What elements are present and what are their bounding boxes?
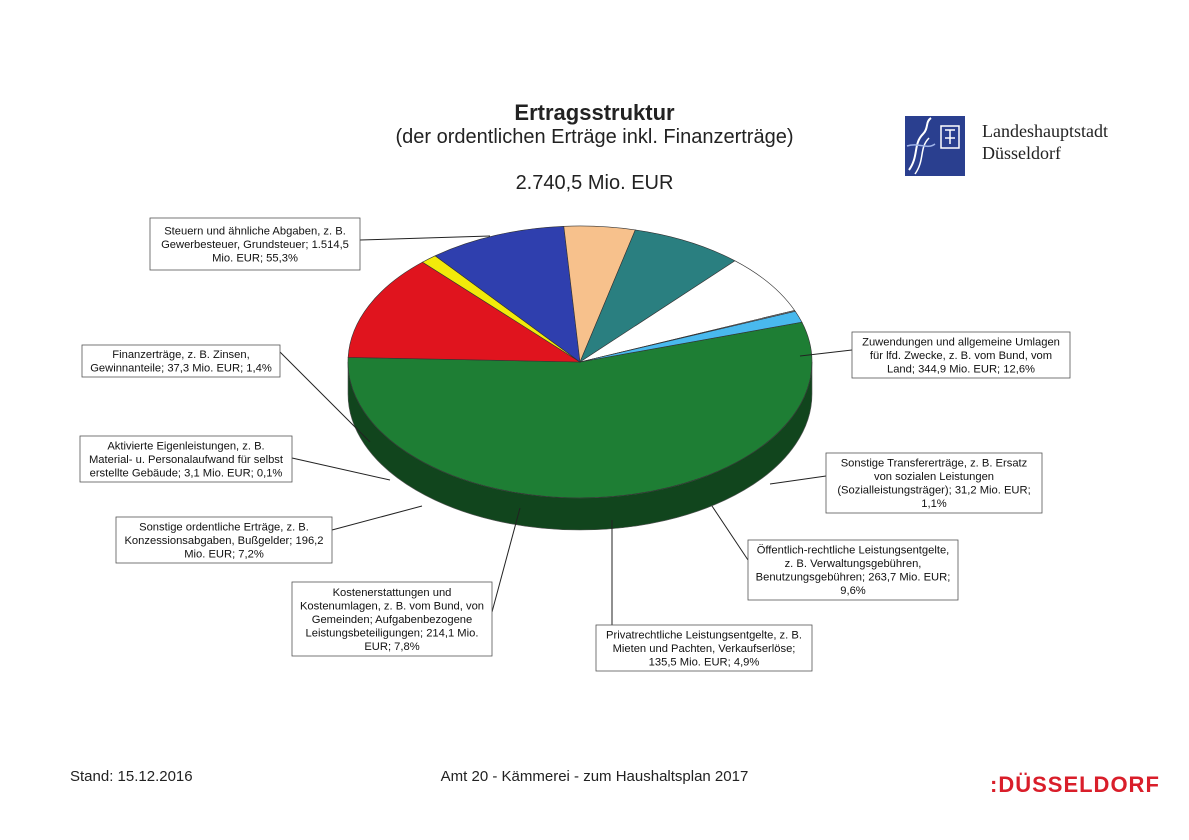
callout-box-6 bbox=[115, 516, 333, 564]
callout-box-8 bbox=[81, 344, 281, 378]
chart-subtitle: (der ordentlichen Erträge inkl. Finanzer… bbox=[395, 126, 794, 148]
callout-text-5-3: Leistungsbeteiligungen; 214,1 Mio. bbox=[306, 627, 479, 639]
chart-total: 2.740,5 Mio. EUR bbox=[515, 172, 674, 194]
leader-line-1 bbox=[799, 349, 853, 357]
pie-slice-6 bbox=[579, 260, 796, 363]
callout-box-4 bbox=[595, 624, 813, 672]
callout-text-0-2: Mio. EUR; 55,3% bbox=[212, 252, 298, 264]
pie-slice-8 bbox=[579, 310, 803, 363]
footer-stand: Stand: 15.12.2016 bbox=[70, 768, 193, 785]
city-logo-text: Landeshauptstadt Düsseldorf bbox=[982, 120, 1108, 164]
callout-text-2-3: 1,1% bbox=[921, 498, 947, 510]
callout-text-5-0: Kostenerstattungen und bbox=[333, 587, 452, 599]
callout-text-3-2: Benutzungsgebühren; 263,7 Mio. EUR; bbox=[756, 572, 951, 584]
leader-line-2 bbox=[769, 475, 827, 485]
callout-box-7 bbox=[79, 435, 293, 483]
pie-slice-3 bbox=[434, 225, 581, 363]
city-crest-icon bbox=[905, 116, 965, 176]
callouts: Steuern und ähnliche Abgaben, z. B. Gewer… bbox=[79, 217, 1071, 672]
callout-text-1-2: Land; 344,9 Mio. EUR; 12,6% bbox=[887, 363, 1035, 375]
callout-box-3 bbox=[747, 539, 959, 601]
callout-text-3-1: z. B. Verwaltungsgebühren, bbox=[785, 558, 922, 570]
leader-line-8 bbox=[279, 351, 371, 443]
pie-slice-1 bbox=[347, 261, 582, 363]
callout-text-3-3: 9,6% bbox=[840, 585, 866, 597]
leader-line-7 bbox=[291, 457, 391, 481]
leader-line-3 bbox=[711, 505, 749, 561]
callout-text-2-2: (Sozialleistungsträger); 31,2 Mio. EUR; bbox=[837, 485, 1030, 497]
footer-brand-logo: :DÜSSELDORF bbox=[990, 772, 1160, 797]
callout-text-6-2: Mio. EUR; 7,2% bbox=[184, 548, 264, 560]
callout-box-2 bbox=[825, 452, 1043, 514]
callout-text-3-0: Öffentlich-rechtliche Leistungsentgelte, bbox=[757, 545, 950, 557]
callout-text-8-0: Finanzerträge, z. B. Zinsen, bbox=[112, 349, 249, 361]
callout-text-1-0: Zuwendungen und allgemeine Umlagen bbox=[862, 336, 1060, 348]
callout-box-1 bbox=[851, 331, 1071, 379]
callout-text-5-2: Gemeinden; Aufgabenbezogene bbox=[312, 614, 473, 626]
leader-line-5 bbox=[491, 507, 521, 613]
callout-text-5-4: EUR; 7,8% bbox=[364, 641, 419, 653]
callout-box-0 bbox=[149, 217, 361, 271]
pie-slice-5 bbox=[579, 229, 736, 363]
callout-text-2-0: Sonstige Transfererträge, z. B. Ersatz bbox=[841, 458, 1028, 470]
logo-line-1: Landeshauptstadt bbox=[982, 121, 1108, 141]
leader-line-6 bbox=[331, 505, 423, 531]
chart-title: Ertragsstruktur bbox=[514, 100, 675, 125]
callout-text-4-2: 135,5 Mio. EUR; 4,9% bbox=[649, 656, 760, 668]
callout-text-6-0: Sonstige ordentliche Erträge, z. B. bbox=[139, 521, 309, 533]
footer-department: Amt 20 - Kämmerei - zum Haushaltsplan 20… bbox=[440, 768, 749, 785]
callout-text-7-2: erstellte Gebäude; 3,1 Mio. EUR; 0,1% bbox=[90, 467, 283, 479]
callout-text-5-1: Kostenumlagen, z. B. vom Bund, von bbox=[300, 600, 484, 612]
callout-text-7-1: Material- u. Personalaufwand für selbst bbox=[89, 454, 284, 466]
callout-text-6-1: Konzessionsabgaben, Bußgelder; 196,2 bbox=[124, 535, 323, 547]
callout-text-1-1: für lfd. Zwecke, z. B. vom Bund, vom bbox=[870, 350, 1052, 362]
callout-box-5 bbox=[291, 581, 493, 657]
pie-tops bbox=[347, 225, 813, 499]
callout-text-8-1: Gewinnanteile; 37,3 Mio. EUR; 1,4% bbox=[90, 363, 272, 375]
callout-text-0-1: Gewerbesteuer, Grundsteuer; 1.514,5 bbox=[161, 239, 349, 251]
leader-line-0 bbox=[359, 235, 491, 241]
callout-text-4-1: Mieten und Pachten, Verkaufserlöse; bbox=[613, 643, 796, 655]
callout-text-2-1: von sozialen Leistungen bbox=[874, 471, 994, 483]
logo-line-2: Düsseldorf bbox=[982, 143, 1061, 163]
pie-slice-0 bbox=[347, 321, 813, 499]
callout-text-0-0: Steuern und ähnliche Abgaben, z. B. bbox=[164, 225, 346, 237]
callout-text-7-0: Aktivierte Eigenleistungen, z. B. bbox=[107, 440, 264, 452]
callout-text-4-0: Privatrechtliche Leistungsentgelte, z. B… bbox=[606, 629, 802, 641]
